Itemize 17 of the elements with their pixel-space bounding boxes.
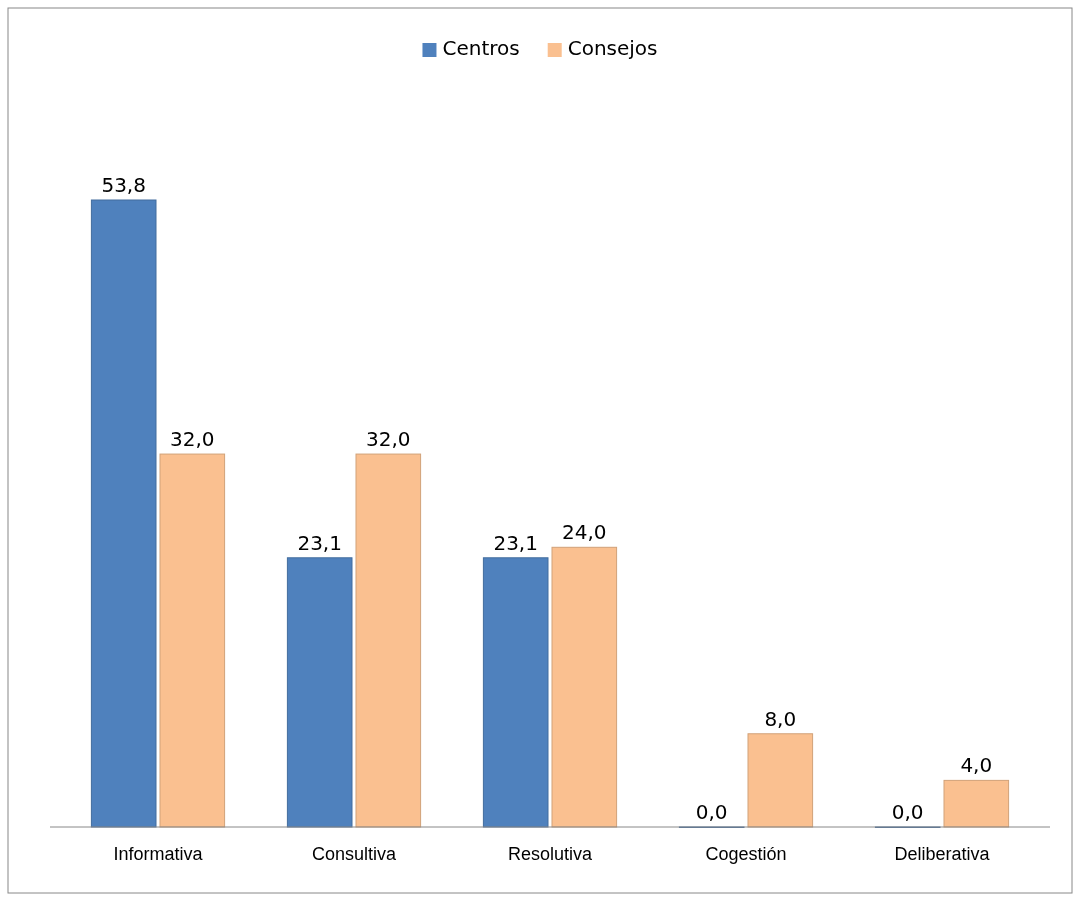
- data-label: 24,0: [562, 520, 607, 545]
- data-label: 32,0: [366, 427, 411, 452]
- x-tick-label: Deliberativa: [894, 843, 991, 864]
- data-label: 8,0: [764, 706, 797, 731]
- data-label: 0,0: [695, 800, 728, 824]
- x-tick-label: Resolutiva: [507, 843, 594, 864]
- data-label: 4,0: [960, 753, 993, 778]
- data-label: 32,0: [170, 427, 215, 452]
- legend-label: Centros: [442, 36, 520, 60]
- data-label: 23,1: [297, 530, 342, 555]
- x-tick-label: Consultiva: [311, 843, 398, 864]
- data-label: 23,1: [493, 530, 538, 555]
- x-tick-label: Cogestión: [705, 843, 787, 864]
- x-tick-label: Informativa: [113, 843, 204, 864]
- legend-label: Consejos: [567, 36, 658, 60]
- data-label: 0,0: [891, 800, 924, 824]
- data-label: 53,8: [101, 173, 146, 197]
